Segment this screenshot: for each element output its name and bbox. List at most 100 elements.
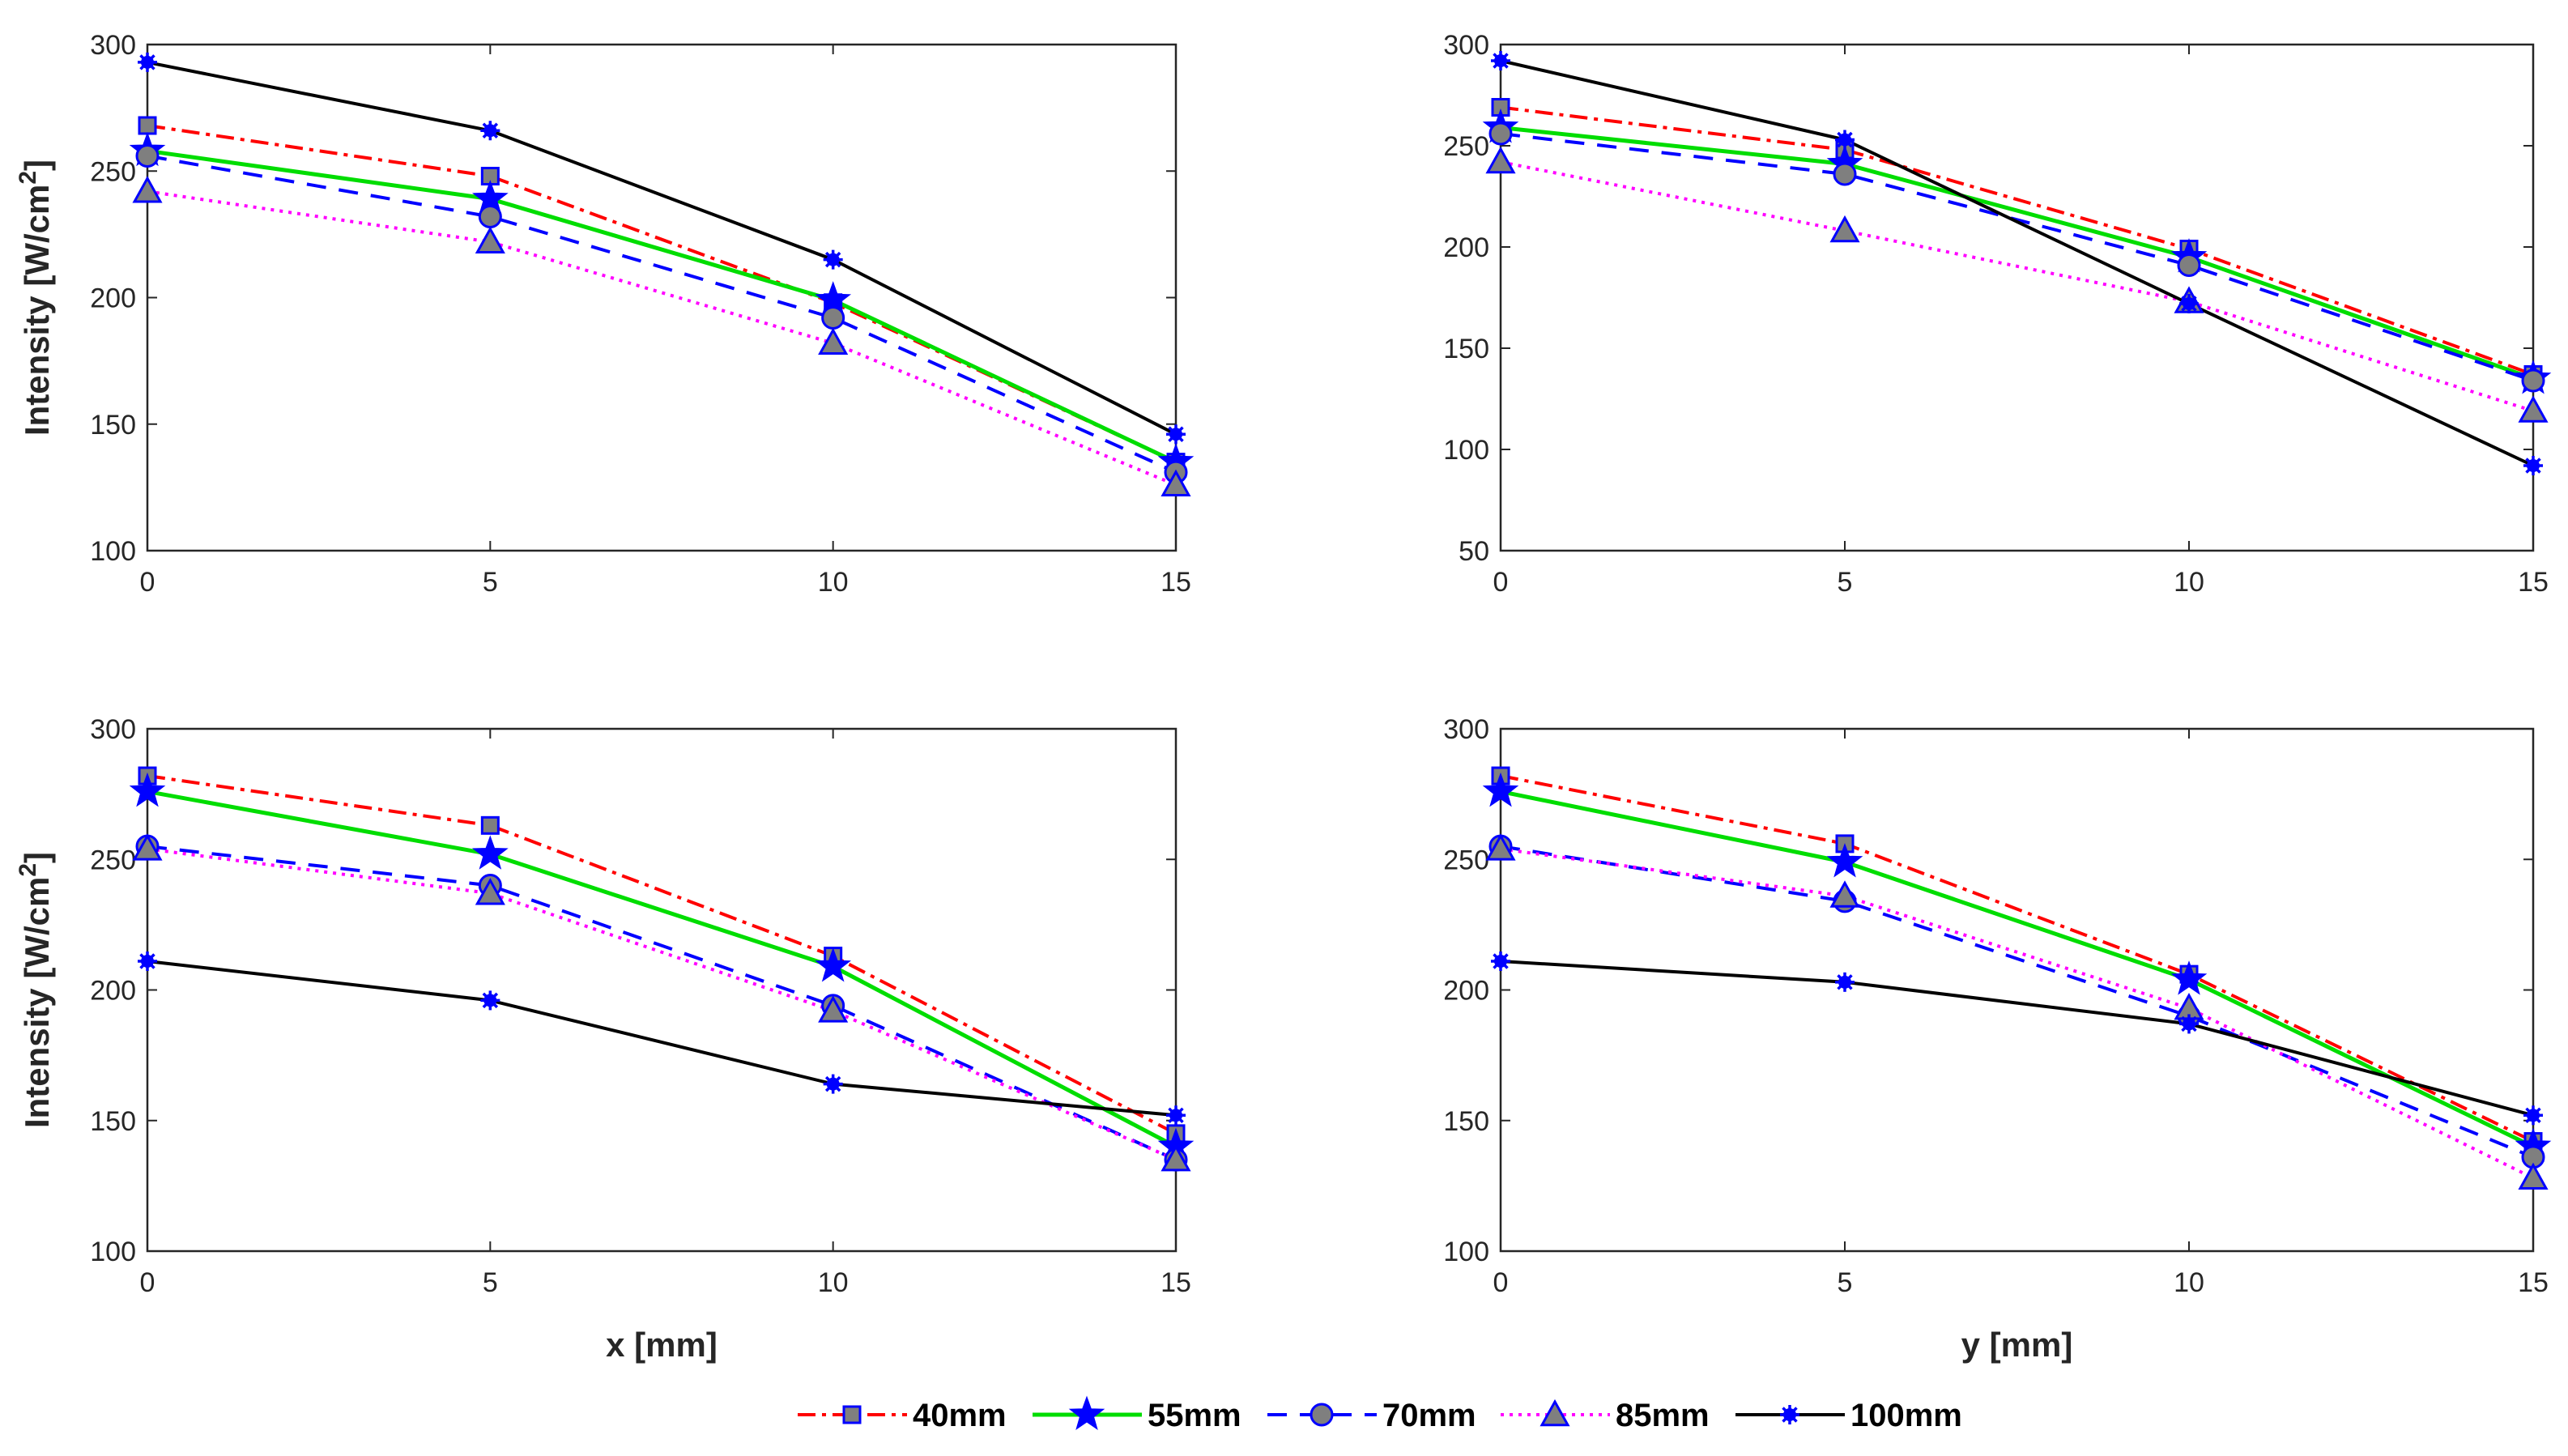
- y-tick-label: 50: [1459, 536, 1489, 567]
- series-line-70mm: [147, 845, 1177, 1161]
- legend-label: 100mm: [1850, 1398, 1962, 1433]
- y-tick-label: 250: [1443, 131, 1489, 162]
- data-point-70mm: [1488, 121, 1513, 146]
- legend-label: 40mm: [913, 1398, 1007, 1433]
- data-point-85mm: [1485, 833, 1516, 861]
- data-point-55mm: [815, 947, 852, 982]
- x-tick-label: 15: [2518, 567, 2549, 598]
- data-point-70mm: [135, 144, 160, 168]
- data-point-85mm: [475, 226, 505, 254]
- data-point-100mm: [1491, 952, 1510, 972]
- y-tick-label: 250: [90, 845, 136, 875]
- legend-item-70mm: 70mm: [1267, 1398, 1476, 1433]
- data-point-70mm: [1833, 162, 1857, 186]
- x-tick-label: 0: [140, 567, 155, 598]
- series-line-55mm: [147, 789, 1178, 1149]
- x-axis-label: y [mm]: [1961, 1326, 2073, 1364]
- y-tick-label: 200: [90, 283, 136, 314]
- subplot-2: 50 100 150 200 250 300 0 5 10 15: [1443, 30, 2552, 598]
- data-point-100mm: [138, 52, 157, 72]
- legend-item-85mm: 85mm: [1501, 1398, 1710, 1433]
- x-tick-label: 10: [818, 1267, 849, 1298]
- data-point-100mm: [1166, 1105, 1186, 1126]
- data-point-55mm: [129, 772, 166, 807]
- legend-marker: [1540, 1399, 1570, 1427]
- x-tick-label: 5: [1838, 567, 1853, 598]
- legend-marker: [1310, 1403, 1334, 1427]
- data-point-85mm: [1485, 146, 1516, 174]
- series-line-100mm: [147, 960, 1177, 1118]
- subplot-4: 100 150 200 250 300 0 5 10 15 y [mm]: [1443, 714, 2552, 1364]
- x-tick-label: 5: [1838, 1267, 1853, 1298]
- legend-marker: [842, 1405, 862, 1424]
- data-point-40mm: [138, 116, 157, 135]
- legend-label: 70mm: [1382, 1398, 1476, 1433]
- x-tick-label: 15: [2518, 1267, 2549, 1298]
- legend-item-55mm: 55mm: [1033, 1395, 1241, 1433]
- data-point-100mm: [480, 990, 500, 1011]
- axes-box: [1499, 727, 2535, 1253]
- data-point-85mm: [132, 833, 163, 861]
- data-point-85mm: [2518, 1162, 2549, 1190]
- legend-label: 85mm: [1616, 1398, 1710, 1433]
- series-line-40mm: [1500, 774, 2534, 1143]
- legend-label: 55mm: [1148, 1398, 1241, 1433]
- data-point-100mm: [823, 249, 843, 270]
- x-tick-label: 10: [2174, 1267, 2204, 1298]
- data-point-85mm: [132, 176, 163, 203]
- data-point-85mm: [2518, 395, 2549, 423]
- series-line-85mm: [147, 847, 1177, 1161]
- data-point-100mm: [480, 121, 500, 141]
- y-tick-label: 150: [90, 1106, 136, 1137]
- series-line-55mm: [1500, 789, 2535, 1149]
- y-axis-label: Intensity [W/cm2]: [15, 852, 57, 1128]
- data-point-85mm: [1829, 880, 1860, 908]
- data-point-85mm: [1160, 1144, 1191, 1172]
- y-tick-label: 200: [1443, 232, 1489, 263]
- data-point-40mm: [480, 815, 500, 835]
- series-line-40mm: [147, 774, 1177, 1135]
- data-point-100mm: [138, 952, 157, 972]
- data-point-100mm: [2179, 294, 2199, 313]
- data-point-70mm: [821, 306, 845, 330]
- y-tick-label: 150: [1443, 334, 1489, 364]
- series-line-85mm: [1500, 160, 2534, 413]
- axes-box: [146, 43, 1178, 552]
- series-line-100mm: [147, 60, 1177, 436]
- series-line-85mm: [1500, 847, 2534, 1180]
- y-axis-label: Intensity [W/cm2]: [15, 160, 57, 436]
- y-tick-label: 250: [90, 156, 136, 187]
- data-point-85mm: [818, 995, 849, 1023]
- legend-marker: [1780, 1405, 1799, 1424]
- y-tick-label: 300: [1443, 30, 1489, 61]
- y-tick-label: 100: [90, 536, 136, 567]
- data-point-55mm: [1826, 843, 1863, 878]
- axes-box: [146, 727, 1178, 1253]
- data-point-100mm: [2523, 1105, 2543, 1126]
- data-point-55mm: [471, 835, 509, 870]
- series-line-40mm: [147, 124, 1177, 464]
- y-tick-label: 250: [1443, 845, 1489, 875]
- series-line-40mm: [1500, 105, 2534, 377]
- series-line-100mm: [1500, 59, 2534, 467]
- legend-marker: [1068, 1395, 1105, 1430]
- subplot-1: 100 150 200 250 300 0 5 10 15 Intensity [W/cm2]: [15, 30, 1195, 598]
- data-point-100mm: [823, 1074, 843, 1094]
- x-tick-label: 10: [818, 567, 849, 598]
- x-tick-label: 5: [483, 567, 498, 598]
- data-point-100mm: [1166, 424, 1186, 445]
- data-point-70mm: [478, 205, 502, 228]
- series-line-55mm: [147, 148, 1178, 464]
- legend: 40mm 55mm 70mm 85mm 100mm: [798, 1395, 1962, 1433]
- axes-box: [1499, 43, 2535, 552]
- data-point-85mm: [1160, 469, 1191, 497]
- y-tick-label: 100: [1443, 435, 1489, 466]
- x-tick-label: 5: [483, 1267, 498, 1298]
- y-tick-label: 150: [1443, 1106, 1489, 1137]
- series-line-70mm: [1500, 845, 2534, 1159]
- x-axis-label: x [mm]: [606, 1326, 718, 1364]
- x-tick-label: 0: [1493, 1267, 1509, 1298]
- data-point-85mm: [1829, 215, 1860, 243]
